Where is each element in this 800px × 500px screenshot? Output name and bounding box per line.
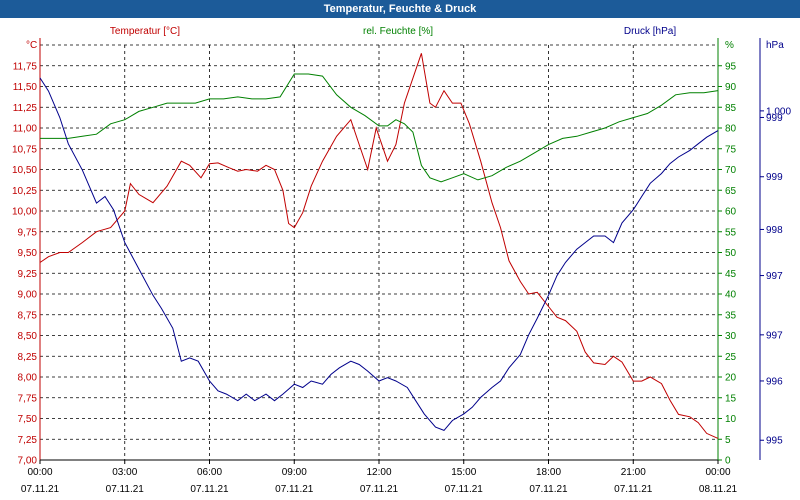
humidity-tick-label: 5 [725, 435, 731, 446]
temperature-tick-label: 10,00 [12, 207, 37, 218]
x-tick-date: 07.11.21 [614, 484, 653, 495]
temperature-tick-label: 8,75 [18, 310, 38, 321]
x-tick-time: 09:00 [282, 467, 307, 478]
humidity-tick-label: 70 [725, 165, 737, 176]
x-tick-time: 00:00 [705, 467, 730, 478]
temperature-tick-label: 9,25 [18, 269, 38, 280]
humidity-tick-label: 40 [725, 290, 737, 301]
humidity-tick-label: 30 [725, 331, 737, 342]
pressure-tick-label: 995 [766, 436, 783, 447]
axes [39, 38, 764, 464]
pressure-tick-label: 999 [766, 113, 783, 124]
series-legend-0: Temperatur [°C] [110, 26, 180, 37]
temperature-tick-label: 7,50 [18, 414, 38, 425]
pressure-tick-label: 997 [766, 271, 783, 282]
pressure-tick-label: 999 [766, 172, 783, 183]
x-tick-date: 07.11.21 [529, 484, 568, 495]
x-tick-date: 08.11.21 [699, 484, 738, 495]
humidity-tick-label: 55 [725, 227, 737, 238]
pressure-unit: hPa [766, 40, 784, 51]
x-tick-date: 07.11.21 [106, 484, 145, 495]
humidity-tick-label: 0 [725, 456, 731, 467]
grid [40, 44, 718, 461]
humidity-tick-label: 65 [725, 186, 737, 197]
pressure-tick-label: 1.000 [766, 106, 791, 117]
x-tick-time: 21:00 [621, 467, 646, 478]
x-tick-date: 07.11.21 [190, 484, 229, 495]
humidity-tick-label: 90 [725, 82, 737, 93]
pressure-tick-label: 997 [766, 330, 783, 341]
temperature-tick-label: 10,75 [12, 144, 37, 155]
humidity-tick-label: 45 [725, 269, 737, 280]
temperature-tick-label: 11,50 [13, 82, 38, 93]
temperature-tick-label: 7,75 [18, 393, 38, 404]
humidity-tick-label: 50 [725, 248, 737, 259]
temperature-tick-label: 7,25 [18, 435, 38, 446]
x-tick-time: 12:00 [366, 467, 391, 478]
temperature-tick-label: 9,00 [18, 290, 38, 301]
x-tick-time: 03:00 [112, 467, 137, 478]
temperature-tick-label: 9,75 [18, 227, 38, 238]
temperature-tick-label: 11,25 [13, 103, 38, 114]
humidity-tick-label: 35 [725, 310, 737, 321]
x-tick-time: 15:00 [451, 467, 476, 478]
temperature-tick-label: 8,25 [18, 352, 38, 363]
temperature-tick-label: 9,50 [18, 248, 38, 259]
chart-title: Temperatur, Feuchte & Druck [0, 0, 800, 18]
pressure-tick-label: 998 [766, 225, 783, 236]
humidity-tick-label: 95 [725, 61, 737, 72]
series-line-2 [39, 77, 719, 431]
labels: 7,00 7,25 7,50 7,75 8,00 8,25 8,50 8,75 9,00 9,25… [12, 26, 791, 495]
series-layer [39, 53, 719, 439]
x-tick-date: 07.11.21 [445, 484, 484, 495]
series-line-1 [40, 73, 719, 183]
humidity-tick-label: 10 [725, 414, 737, 425]
series-legend-1: rel. Feuchte [%] [363, 26, 433, 37]
humidity-tick-label: 25 [725, 352, 737, 363]
temperature-tick-label: 11,00 [13, 124, 38, 135]
humidity-tick-label: 20 [725, 373, 737, 384]
temperature-tick-label: 7,00 [18, 456, 38, 467]
x-tick-date: 07.11.21 [275, 484, 314, 495]
temperature-tick-label: 8,50 [18, 331, 38, 342]
humidity-tick-label: 15 [725, 393, 737, 404]
x-tick-date: 07.11.21 [21, 484, 60, 495]
x-tick-time: 18:00 [536, 467, 561, 478]
pressure-tick-label: 996 [766, 376, 783, 387]
temperature-tick-label: 10,25 [12, 186, 37, 197]
temperature-unit: °C [26, 40, 37, 51]
humidity-tick-label: 75 [725, 144, 737, 155]
series-legend-2: Druck [hPa] [624, 26, 676, 37]
x-tick-date: 07.11.21 [360, 484, 399, 495]
x-tick-time: 06:00 [197, 467, 222, 478]
humidity-tick-label: 60 [725, 207, 737, 218]
humidity-tick-label: 85 [725, 103, 737, 114]
temperature-tick-label: 10,50 [12, 165, 37, 176]
series-line-0 [39, 53, 719, 439]
temperature-tick-label: 8,00 [18, 373, 38, 384]
temperature-tick-label: 11,75 [13, 61, 38, 72]
x-tick-time: 00:00 [27, 467, 52, 478]
humidity-tick-label: 80 [725, 124, 737, 135]
humidity-unit: % [725, 40, 734, 51]
